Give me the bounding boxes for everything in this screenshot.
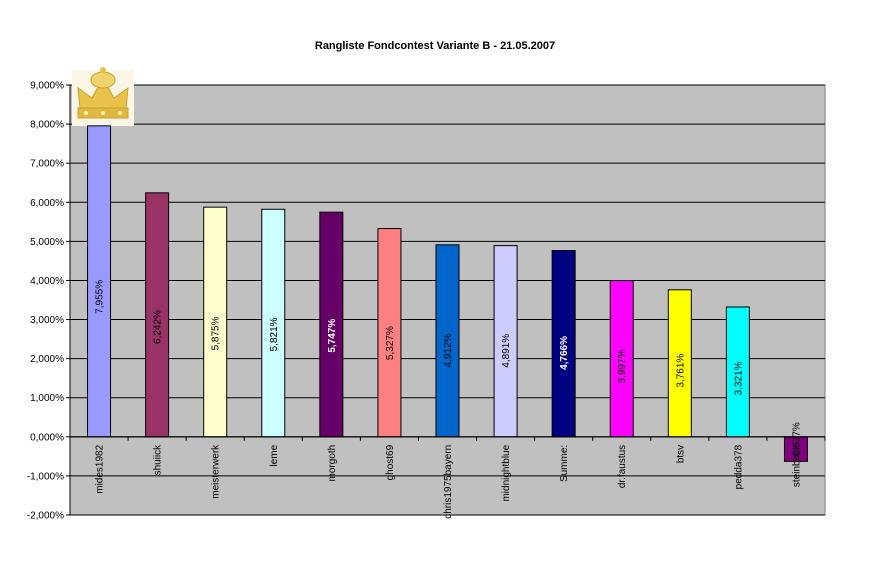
value-label: 5,747% — [327, 319, 338, 353]
value-label: 4,766% — [559, 336, 570, 370]
y-tick-label: 3,000% — [30, 315, 64, 326]
value-label: 7,955% — [95, 280, 106, 314]
value-label: 4,912% — [443, 333, 454, 367]
crown-icon — [72, 67, 134, 126]
y-tick-label: 0,000% — [30, 432, 64, 443]
category-label: midnightblue — [501, 444, 512, 501]
value-label: 4,891% — [501, 334, 512, 368]
y-tick-label: 6,000% — [30, 198, 64, 209]
category-label: morgoth — [327, 445, 338, 482]
value-label: -0,627% — [791, 422, 802, 459]
value-label: 5,875% — [211, 316, 222, 350]
category-label: mides1982 — [95, 444, 106, 493]
y-tick-label: 1,000% — [30, 393, 64, 404]
y-tick-label: 2,000% — [30, 354, 64, 365]
y-tick-label: 8,000% — [30, 120, 64, 131]
category-label: leme — [269, 444, 280, 466]
value-labels: 7,955% 6,242% 5,875% 5,821% 5,747% 5,327% 4,91… — [95, 280, 803, 460]
category-label: chris1975bayern — [443, 445, 454, 519]
value-label: 5,821% — [269, 317, 280, 351]
y-axis-ticks: 9,000% 8,000% 7,000% 6,000% 5,000% 4,000% 3,00… — [27, 81, 71, 522]
y-tick-label: 5,000% — [30, 237, 64, 248]
category-label: Summe: — [559, 445, 570, 482]
value-label: 3,761% — [675, 354, 686, 388]
category-label: shuiick — [153, 444, 164, 476]
category-label: dr.faustus — [617, 445, 628, 488]
y-tick-label: 4,000% — [30, 276, 64, 287]
value-label: 3,997% — [617, 349, 628, 383]
category-label: pedda378 — [733, 444, 744, 489]
category-label: btsv — [675, 445, 686, 463]
category-label: ghost69 — [385, 444, 396, 480]
chart-title: Rangliste Fondcontest Variante B - 21.05… — [314, 40, 556, 52]
y-tick-label: -1,000% — [27, 471, 64, 482]
value-label: 3,321% — [733, 361, 744, 395]
value-label: 6,242% — [153, 310, 164, 344]
y-tick-label: 9,000% — [30, 81, 64, 92]
value-label: 5,327% — [385, 326, 396, 360]
y-tick-label: -2,000% — [27, 511, 64, 522]
y-tick-label: 7,000% — [30, 159, 64, 170]
category-label: meisterwerk — [211, 444, 222, 499]
bars — [87, 125, 808, 462]
category-label: steinbock — [791, 444, 802, 487]
category-labels: mides1982 shuiick meisterwerk leme morgoth gh… — [69, 436, 826, 519]
